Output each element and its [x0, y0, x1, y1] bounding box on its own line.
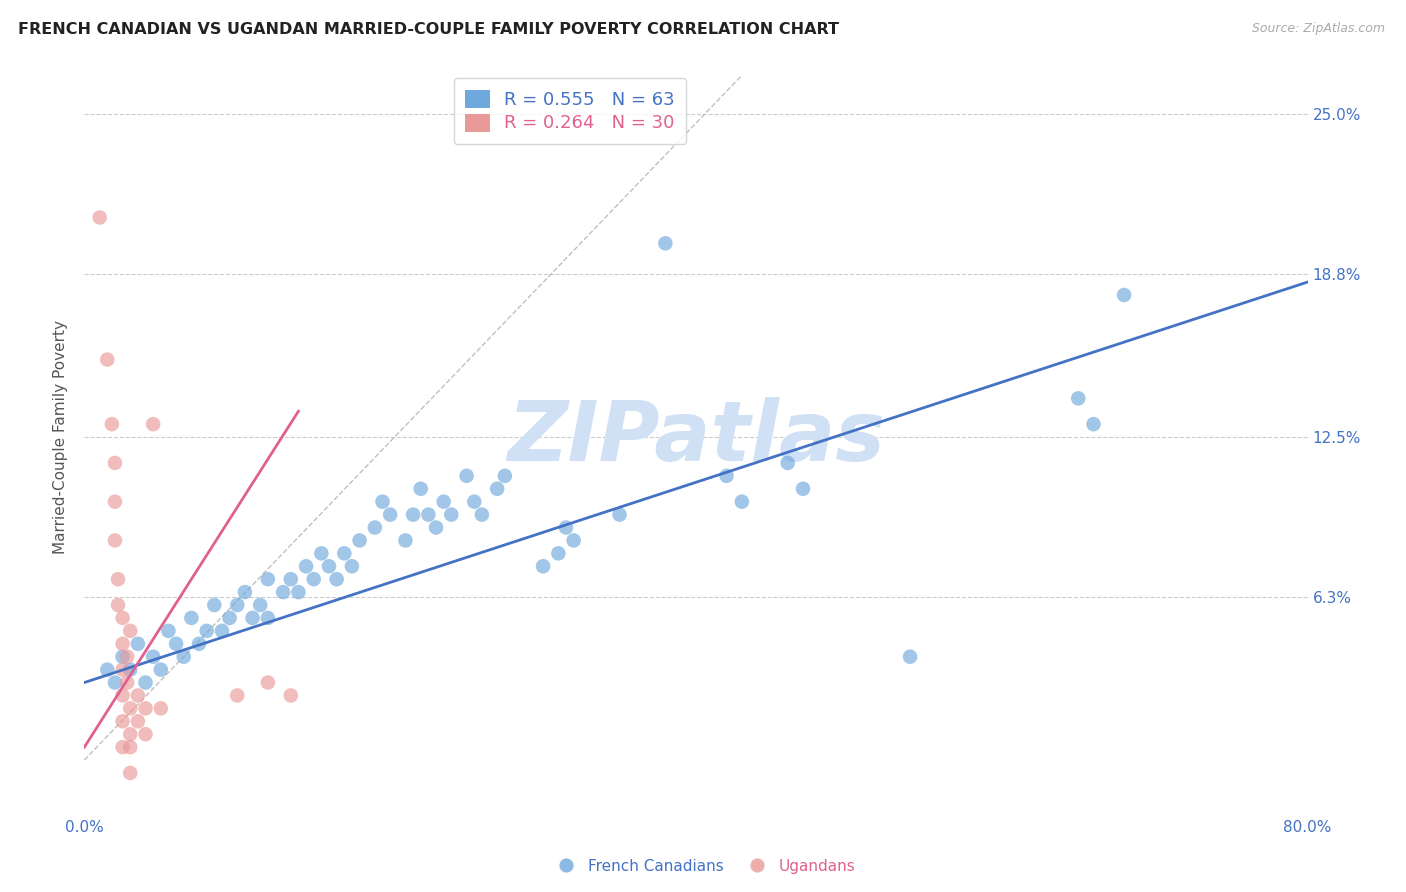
Point — [135, 701, 157, 715]
Point — [531, 559, 554, 574]
Point — [135, 675, 157, 690]
Point — [188, 637, 211, 651]
Point — [104, 494, 127, 508]
Point — [380, 508, 402, 522]
Point — [325, 572, 347, 586]
Point — [180, 611, 202, 625]
Point — [1067, 392, 1090, 406]
Point — [340, 559, 363, 574]
Point — [218, 611, 240, 625]
Point — [111, 637, 134, 651]
Point — [96, 352, 118, 367]
Point — [287, 585, 309, 599]
Point — [440, 508, 463, 522]
Point — [120, 766, 142, 780]
Point — [349, 533, 371, 548]
Text: ZIPatlas: ZIPatlas — [508, 397, 884, 477]
Point — [202, 598, 225, 612]
Point — [776, 456, 799, 470]
Point — [486, 482, 509, 496]
Point — [555, 520, 578, 534]
Point — [364, 520, 387, 534]
Point — [89, 211, 111, 225]
Point — [127, 714, 149, 729]
Point — [233, 585, 256, 599]
Point — [142, 649, 165, 664]
Text: Source: ZipAtlas.com: Source: ZipAtlas.com — [1251, 22, 1385, 36]
Point — [111, 740, 134, 755]
Point — [547, 546, 569, 560]
Point — [1083, 417, 1105, 432]
Point — [173, 649, 195, 664]
Point — [157, 624, 180, 638]
Point — [242, 611, 264, 625]
Point — [149, 701, 172, 715]
Point — [433, 494, 456, 508]
Point — [425, 520, 447, 534]
Point — [654, 236, 676, 251]
Point — [257, 675, 280, 690]
Point — [1114, 288, 1136, 302]
Point — [302, 572, 325, 586]
Point — [115, 675, 138, 690]
Point — [333, 546, 356, 560]
Point — [394, 533, 416, 548]
Point — [226, 689, 249, 703]
Point — [120, 701, 142, 715]
Point — [471, 508, 494, 522]
Point — [111, 611, 134, 625]
Legend: French Canadians, Ugandans: French Canadians, Ugandans — [544, 853, 862, 880]
Point — [226, 598, 249, 612]
Point — [127, 689, 149, 703]
Point — [120, 663, 142, 677]
Point — [120, 727, 142, 741]
Point — [107, 572, 129, 586]
Point — [101, 417, 124, 432]
Point — [165, 637, 187, 651]
Point — [792, 482, 814, 496]
Point — [295, 559, 318, 574]
Point — [104, 456, 127, 470]
Point — [111, 663, 134, 677]
Point — [898, 649, 921, 664]
Point — [107, 598, 129, 612]
Point — [318, 559, 340, 574]
Point — [311, 546, 333, 560]
Point — [115, 649, 138, 664]
Point — [731, 494, 754, 508]
Point — [463, 494, 485, 508]
Point — [127, 637, 149, 651]
Point — [111, 689, 134, 703]
Point — [716, 468, 738, 483]
Point — [120, 624, 142, 638]
Point — [494, 468, 516, 483]
Point — [96, 663, 118, 677]
Point — [104, 533, 127, 548]
Point — [120, 740, 142, 755]
Point — [111, 649, 134, 664]
Point — [135, 727, 157, 741]
Point — [402, 508, 425, 522]
Y-axis label: Married-Couple Family Poverty: Married-Couple Family Poverty — [53, 320, 69, 554]
Point — [104, 675, 127, 690]
Point — [257, 572, 280, 586]
Point — [371, 494, 394, 508]
Point — [280, 572, 302, 586]
Point — [562, 533, 585, 548]
Point — [142, 417, 165, 432]
Point — [280, 689, 302, 703]
Point — [195, 624, 218, 638]
Point — [111, 714, 134, 729]
Text: FRENCH CANADIAN VS UGANDAN MARRIED-COUPLE FAMILY POVERTY CORRELATION CHART: FRENCH CANADIAN VS UGANDAN MARRIED-COUPL… — [18, 22, 839, 37]
Point — [456, 468, 478, 483]
Point — [271, 585, 294, 599]
Point — [609, 508, 631, 522]
Point — [249, 598, 271, 612]
Point — [149, 663, 172, 677]
Legend: R = 0.555   N = 63, R = 0.264   N = 30: R = 0.555 N = 63, R = 0.264 N = 30 — [454, 78, 686, 144]
Point — [257, 611, 280, 625]
Point — [211, 624, 233, 638]
Point — [418, 508, 440, 522]
Point — [409, 482, 432, 496]
